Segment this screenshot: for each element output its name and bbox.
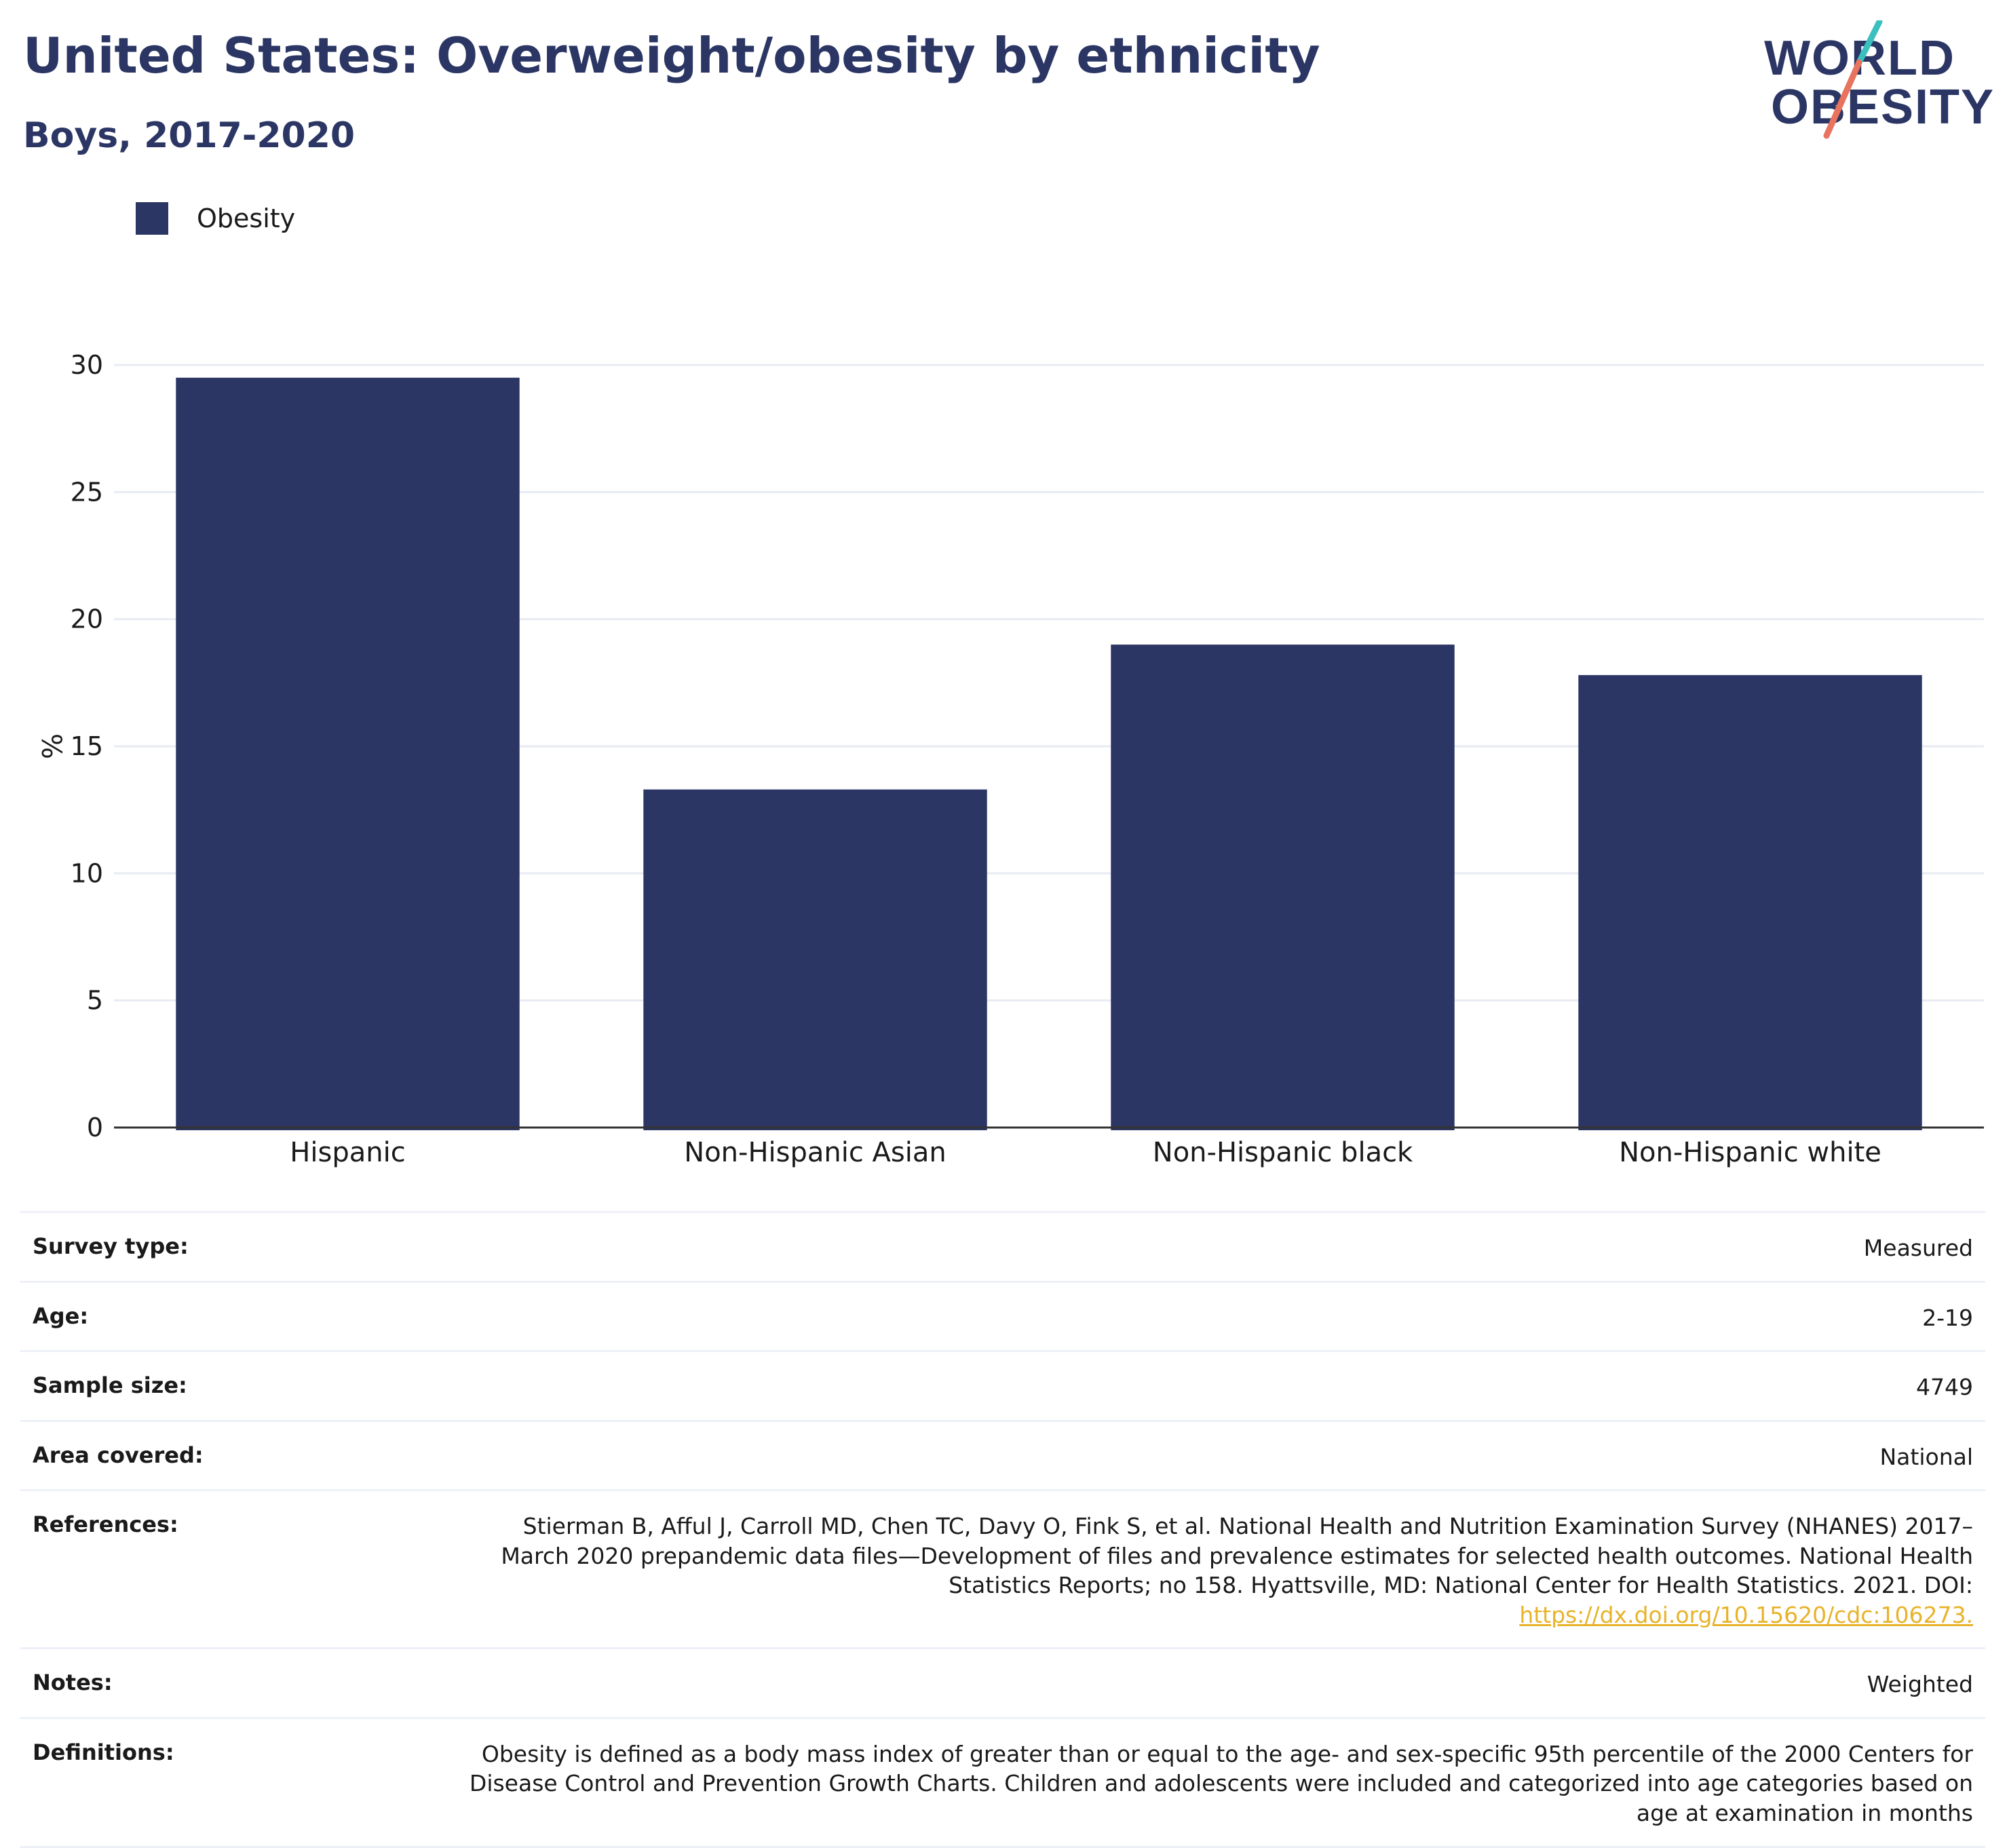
info-key: Definitions: <box>33 1739 174 1765</box>
y-tick-label: 15 <box>71 731 103 761</box>
chart-subtitle: Boys, 2017-2020 <box>23 115 356 156</box>
info-value: Weighted <box>1867 1670 1973 1699</box>
y-axis-ticks: 0 5 10 15 20 25 30 <box>71 350 103 1142</box>
info-row-references: References: Stierman B, Afful J, Carroll … <box>20 1491 1985 1650</box>
info-value: 2-19 <box>1922 1303 1973 1333</box>
x-category-label: Non-Hispanic black <box>1153 1137 1413 1168</box>
y-tick-label: 20 <box>71 604 103 634</box>
info-value-text: Stierman B, Afful J, Carroll MD, Chen TC… <box>501 1513 1973 1599</box>
info-value-text: National <box>1879 1443 1973 1470</box>
x-category-label: Non-Hispanic Asian <box>684 1137 946 1168</box>
x-category-label: Non-Hispanic white <box>1619 1137 1881 1168</box>
y-tick-label: 0 <box>87 1113 103 1142</box>
info-value-text: Weighted <box>1867 1671 1973 1698</box>
bar-non-hispanic-black[interactable] <box>1111 644 1455 1130</box>
bar-non-hispanic-asian[interactable] <box>643 789 987 1130</box>
info-row-notes: Notes: Weighted <box>20 1649 1985 1719</box>
logo-word-obesity: OBESITY <box>1770 80 1995 134</box>
bar-hispanic[interactable] <box>176 377 520 1130</box>
legend-swatch <box>136 202 168 235</box>
info-value-text: 4749 <box>1916 1374 1973 1401</box>
info-value: Stierman B, Afful J, Carroll MD, Chen TC… <box>467 1512 1973 1630</box>
info-key: Notes: <box>33 1670 113 1696</box>
bar-non-hispanic-white[interactable] <box>1578 675 1922 1130</box>
info-key: Sample size: <box>33 1372 187 1399</box>
info-value: Obesity is defined as a body mass index … <box>467 1739 1973 1828</box>
info-value: 4749 <box>1916 1372 1973 1402</box>
logo-slash-icon <box>1823 20 1883 139</box>
info-table: Survey type: Measured Age: 2-19 Sample size:… <box>20 1211 1985 1848</box>
y-tick-label: 5 <box>87 986 103 1016</box>
chart-legend: Obesity <box>136 202 295 235</box>
y-axis-label: % <box>35 733 66 759</box>
bar-chart: 0 5 10 15 20 25 30 Hispanic Non-Hispanic Asian N… <box>35 350 1984 1168</box>
info-key: Survey type: <box>33 1233 189 1259</box>
info-value-text: Measured <box>1863 1235 1973 1261</box>
x-category-label: Hispanic <box>290 1137 405 1168</box>
info-row-age: Age: 2-19 <box>20 1283 1985 1353</box>
info-value: Measured <box>1864 1233 1973 1263</box>
info-value-text: 2-19 <box>1922 1304 1973 1331</box>
x-axis-labels: Hispanic Non-Hispanic Asian Non-Hispanic b… <box>290 1137 1881 1168</box>
info-key: Age: <box>33 1303 89 1329</box>
info-key: Area covered: <box>33 1442 204 1468</box>
info-value: National <box>1879 1442 1973 1472</box>
y-tick-label: 25 <box>71 477 103 507</box>
bars <box>176 377 1922 1130</box>
doi-link[interactable]: https://dx.doi.org/10.15620/cdc:106273. <box>1519 1601 1973 1628</box>
info-row-sample-size: Sample size: 4749 <box>20 1352 1985 1422</box>
y-tick-label: 10 <box>71 858 103 888</box>
world-obesity-logo: WORLD OBESITY <box>1764 20 1995 142</box>
info-key: References: <box>33 1512 178 1538</box>
chart-title: United States: Overweight/obesity by eth… <box>23 27 1320 84</box>
info-row-survey-type: Survey type: Measured <box>20 1213 1985 1283</box>
info-row-area-covered: Area covered: National <box>20 1422 1985 1492</box>
y-tick-label: 30 <box>71 350 103 380</box>
legend-label-obesity: Obesity <box>197 204 296 233</box>
